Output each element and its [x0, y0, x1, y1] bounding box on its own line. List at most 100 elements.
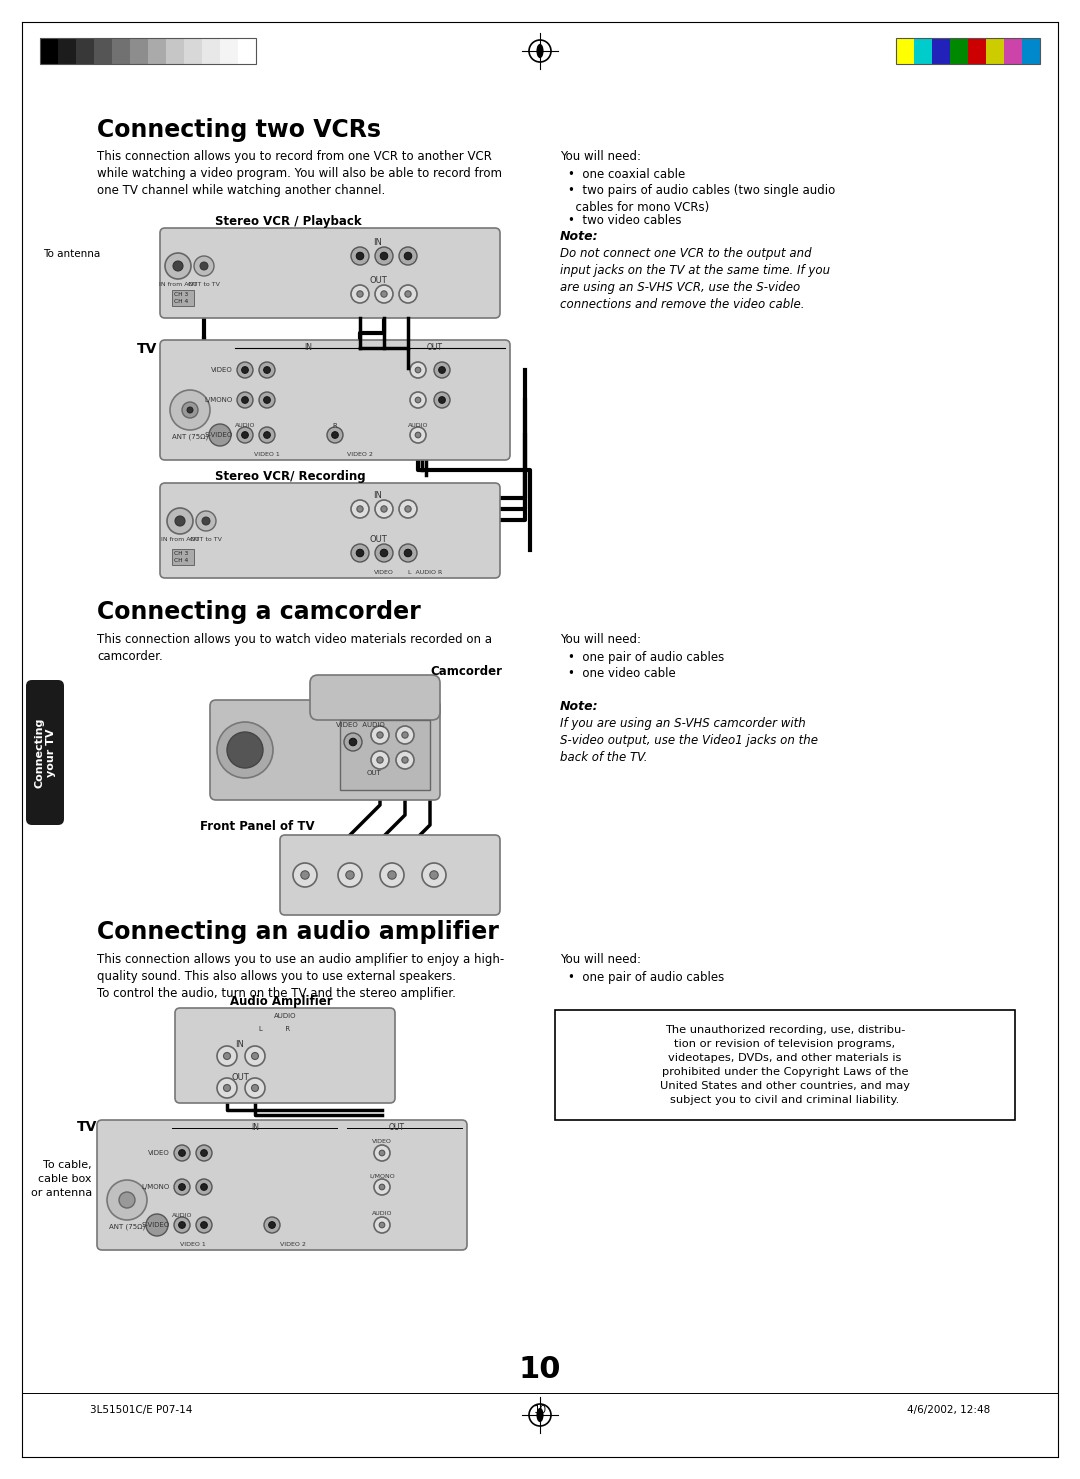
Circle shape [396, 726, 414, 744]
Bar [220, 38, 238, 64]
Text: •  two pairs of audio cables (two single audio
  cables for mono VCRs): • two pairs of audio cables (two single … [568, 183, 835, 214]
Circle shape [415, 367, 421, 373]
Circle shape [224, 1084, 230, 1092]
Text: VIDEO  AUDIO: VIDEO AUDIO [336, 722, 384, 728]
Circle shape [410, 427, 426, 444]
Circle shape [374, 1145, 390, 1161]
Bar [166, 38, 184, 64]
Circle shape [259, 362, 275, 379]
Circle shape [202, 518, 210, 525]
Text: Camcorder: Camcorder [430, 666, 502, 677]
Circle shape [374, 1179, 390, 1195]
Text: Connecting
your TV: Connecting your TV [35, 717, 56, 788]
Circle shape [351, 285, 369, 303]
Text: L          R: L R [259, 1026, 291, 1032]
Bar [340, 720, 430, 790]
Circle shape [379, 1151, 384, 1155]
Text: TV: TV [137, 342, 157, 356]
Text: AUDIO: AUDIO [234, 423, 255, 427]
Bar [172, 549, 194, 565]
Circle shape [356, 506, 363, 512]
Text: •  one pair of audio cables: • one pair of audio cables [568, 651, 725, 664]
Circle shape [237, 362, 253, 379]
Circle shape [264, 367, 270, 373]
Text: OUT: OUT [231, 1072, 248, 1083]
Text: VIDEO 1: VIDEO 1 [254, 453, 280, 457]
Circle shape [405, 291, 411, 297]
Bar [238, 38, 256, 64]
Bar [986, 38, 1004, 64]
Circle shape [405, 506, 411, 512]
Circle shape [167, 507, 193, 534]
Bar [130, 38, 148, 64]
Bar [40, 38, 256, 64]
Circle shape [173, 260, 183, 271]
FancyBboxPatch shape [175, 1009, 395, 1103]
Circle shape [293, 864, 318, 887]
FancyBboxPatch shape [280, 836, 500, 916]
Bar [932, 38, 950, 64]
Text: 10: 10 [518, 1355, 562, 1384]
Circle shape [356, 291, 363, 297]
Text: L  AUDIO R: L AUDIO R [408, 569, 442, 575]
Text: L/MONO: L/MONO [369, 1173, 395, 1177]
Text: •  one coaxial cable: • one coaxial cable [568, 169, 685, 180]
Text: IN: IN [303, 343, 312, 352]
Circle shape [375, 544, 393, 562]
Circle shape [224, 1053, 230, 1059]
FancyBboxPatch shape [160, 484, 500, 578]
Circle shape [402, 732, 408, 738]
Text: Stereo VCR/ Recording: Stereo VCR/ Recording [215, 470, 366, 484]
Text: VIDEO: VIDEO [148, 1151, 170, 1157]
Circle shape [346, 871, 354, 879]
Text: S-VIDEO: S-VIDEO [141, 1222, 170, 1228]
Circle shape [377, 757, 383, 763]
Text: 10: 10 [534, 1405, 546, 1415]
Text: VIDEO 2: VIDEO 2 [280, 1242, 306, 1247]
Circle shape [174, 1145, 190, 1161]
Bar [148, 38, 166, 64]
Bar [555, 1010, 1015, 1120]
Bar [950, 38, 968, 64]
Circle shape [227, 732, 264, 768]
Circle shape [301, 871, 309, 879]
Circle shape [242, 396, 248, 404]
Circle shape [175, 516, 185, 527]
Circle shape [375, 247, 393, 265]
Text: Note:: Note: [561, 700, 598, 713]
Text: To cable,: To cable, [43, 1160, 92, 1170]
Circle shape [217, 1078, 237, 1097]
Text: R: R [333, 423, 337, 429]
Circle shape [379, 1222, 384, 1228]
Circle shape [252, 1053, 258, 1059]
Circle shape [245, 1046, 265, 1066]
Text: OUT: OUT [389, 1123, 405, 1131]
Circle shape [399, 544, 417, 562]
Text: IN: IN [251, 1123, 259, 1131]
Text: OUT: OUT [367, 771, 381, 776]
Circle shape [201, 1149, 207, 1157]
Circle shape [195, 1145, 212, 1161]
Circle shape [349, 738, 356, 745]
Circle shape [119, 1192, 135, 1208]
Text: 4/6/2002, 12:48: 4/6/2002, 12:48 [907, 1405, 990, 1415]
Text: Connecting a camcorder: Connecting a camcorder [97, 600, 421, 624]
Circle shape [434, 362, 450, 379]
Circle shape [345, 734, 362, 751]
Circle shape [201, 1222, 207, 1229]
Bar [896, 38, 914, 64]
Bar [1004, 38, 1022, 64]
Circle shape [399, 500, 417, 518]
FancyBboxPatch shape [97, 1120, 467, 1250]
Circle shape [242, 367, 248, 373]
Circle shape [356, 253, 364, 260]
Bar [40, 38, 58, 64]
Bar [1022, 38, 1040, 64]
Circle shape [242, 432, 248, 438]
Text: This connection allows you to record from one VCR to another VCR
while watching : This connection allows you to record fro… [97, 149, 502, 197]
Text: AUDIO: AUDIO [408, 423, 429, 427]
Circle shape [195, 1179, 212, 1195]
Circle shape [264, 432, 270, 438]
Text: This connection allows you to use an audio amplifier to enjoy a high-
quality so: This connection allows you to use an aud… [97, 952, 504, 1000]
FancyBboxPatch shape [26, 680, 64, 825]
